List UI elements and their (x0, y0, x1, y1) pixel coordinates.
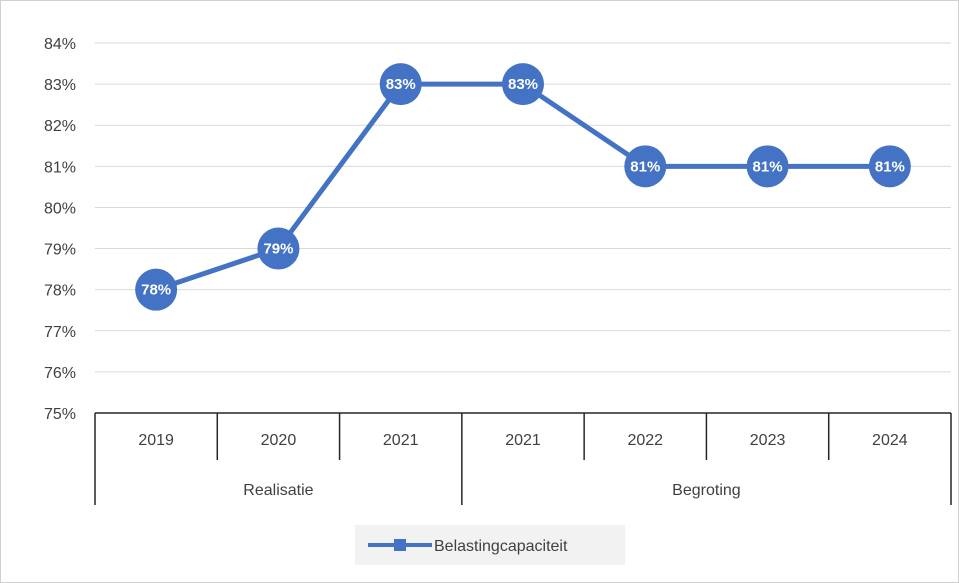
data-point (257, 227, 300, 270)
data-label: 81% (875, 158, 905, 175)
data-label: 81% (630, 158, 660, 175)
x-tick-label: 2021 (383, 432, 419, 449)
data-label: 78% (141, 282, 171, 299)
y-tick-label: 81% (44, 159, 76, 176)
x-axis: 2019 2020 2021 2021 2022 2023 2024 Realisatie Be… (94, 412, 952, 505)
data-label: 79% (263, 241, 293, 258)
y-tick-label: 76% (44, 365, 76, 382)
data-label: 81% (753, 158, 783, 175)
data-point (746, 145, 789, 188)
x-tick-label: 2020 (261, 432, 297, 449)
x-tick-label: 2024 (872, 432, 908, 449)
legend: Belastingcapaciteit (355, 525, 625, 565)
data-label: 83% (508, 76, 538, 93)
x-tick-label: 2019 (138, 432, 174, 449)
y-tick-label: 82% (44, 118, 76, 135)
data-point (502, 63, 544, 106)
y-tick-label: 79% (44, 242, 76, 259)
data-point (379, 63, 422, 106)
legend-label: Belastingcapaciteit (434, 538, 568, 555)
data-label: 83% (386, 76, 416, 93)
y-tick-label: 77% (44, 324, 76, 341)
x-tick-label: 2021 (505, 432, 541, 449)
x-tick-label: 2023 (750, 432, 786, 449)
y-tick-label: 78% (44, 283, 76, 300)
data-point (624, 145, 667, 188)
data-point (135, 268, 178, 311)
x-group-label: Begroting (672, 482, 741, 499)
series-belastingcapaciteit: 78% 79% 83% 83% 81% 81% 81% (135, 63, 911, 311)
y-tick-label: 84% (44, 36, 76, 53)
y-tick-label: 80% (44, 200, 76, 217)
data-point (868, 145, 911, 188)
x-tick-label: 2022 (627, 432, 663, 449)
y-tick-label: 75% (44, 406, 76, 423)
x-group-label: Realisatie (243, 482, 313, 499)
legend-marker (394, 539, 406, 551)
y-axis: 75% 76% 77% 78% 79% 80% 81% 82% 83% 84% (44, 36, 76, 423)
y-tick-label: 83% (44, 77, 76, 94)
